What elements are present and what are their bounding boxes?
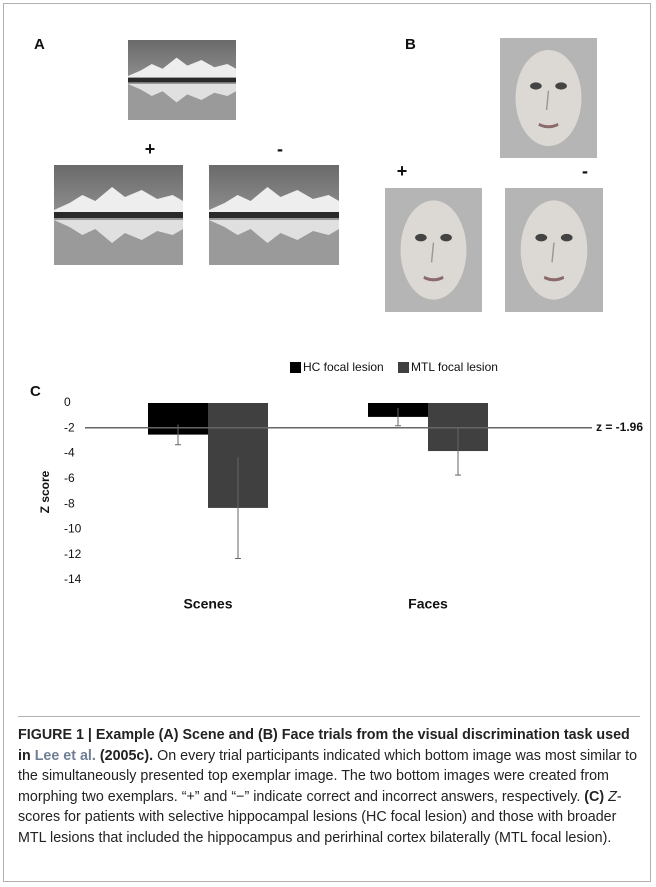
correct-marker: + bbox=[397, 161, 408, 181]
face-image bbox=[503, 186, 605, 314]
x-tick-label: Scenes bbox=[183, 596, 232, 612]
panel-label: B bbox=[405, 36, 416, 53]
caption-z: Z bbox=[608, 788, 617, 805]
citation-year: (2005c). bbox=[95, 747, 154, 764]
scene-image bbox=[209, 165, 339, 265]
legend-swatch bbox=[398, 362, 409, 373]
face-image bbox=[498, 36, 599, 160]
caption-body: On every trial participants indicated wh… bbox=[18, 747, 638, 805]
y-tick-label: -6 bbox=[64, 471, 75, 485]
incorrect-marker: - bbox=[277, 139, 283, 159]
citation-link[interactable]: Lee et al. bbox=[34, 747, 96, 764]
scene-image bbox=[54, 165, 183, 265]
caption-rest: -scores for patients with selective hipp… bbox=[18, 788, 622, 846]
correct-marker: + bbox=[145, 139, 156, 159]
legend-label: HC focal lesion bbox=[303, 360, 384, 374]
reference-label: z = -1.96 bbox=[596, 420, 643, 434]
frame bbox=[3, 3, 651, 882]
y-tick-label: -2 bbox=[64, 420, 75, 434]
y-tick-label: -4 bbox=[64, 446, 75, 460]
y-tick-label: 0 bbox=[64, 395, 71, 409]
face-image bbox=[383, 186, 484, 314]
y-tick-label: -8 bbox=[64, 496, 75, 510]
caption-panel-label: (C) bbox=[584, 788, 605, 805]
scene-image bbox=[128, 40, 236, 120]
y-tick-label: -10 bbox=[64, 522, 82, 536]
panel-label: A bbox=[34, 36, 45, 53]
caption: FIGURE 1 | Example (A) Scene and (B) Fac… bbox=[18, 716, 640, 848]
y-axis-label: Z score bbox=[38, 470, 52, 513]
figure: A + - B + - C Z score 0 -2 -4 -6 -8 -10 -12 -14… bbox=[30, 36, 643, 612]
legend-swatch bbox=[290, 362, 301, 373]
panel-label: C bbox=[30, 383, 41, 400]
incorrect-marker: - bbox=[582, 161, 588, 181]
legend-label: MTL focal lesion bbox=[411, 360, 498, 374]
y-tick-label: -12 bbox=[64, 547, 82, 561]
x-tick-label: Faces bbox=[408, 596, 448, 612]
caption-lead: FIGURE 1 | Example (A) Scene and (B) Fac… bbox=[18, 727, 630, 764]
y-tick-label: -14 bbox=[64, 572, 82, 586]
